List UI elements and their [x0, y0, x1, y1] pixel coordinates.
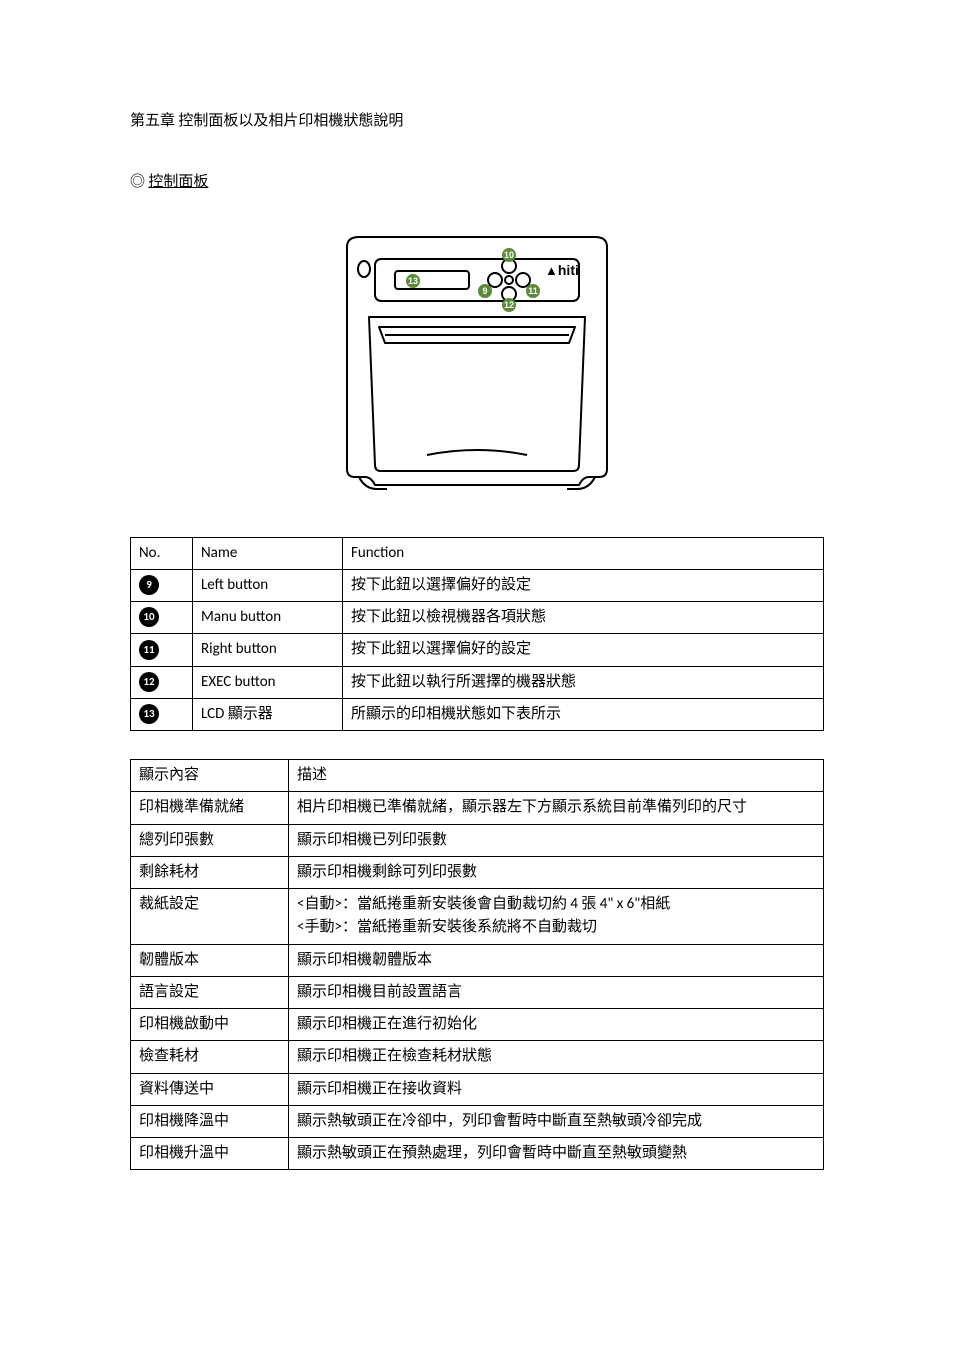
table-row: 13 LCD 顯示器所顯示的印相機狀態如下表所示: [131, 698, 824, 730]
table-row: 9 Left button按下此鈕以選擇偏好的設定: [131, 569, 824, 601]
table-row: 剩餘耗材顯示印相機剩餘可列印張數: [131, 856, 824, 888]
state-key-cell: 韌體版本: [131, 944, 289, 976]
table-row: 印相機準備就緒相片印相機已準備就緒，顯示器左下方顯示系統目前準備列印的尺寸: [131, 792, 824, 824]
controls-table: No.NameFunction9Left button按下此鈕以選擇偏好的設定1…: [130, 537, 824, 732]
control-function-cell: 按下此鈕以檢視機器各項狀態: [343, 602, 824, 634]
control-number-cell: 10: [131, 602, 193, 634]
states-table-body: 顯示內容描述印相機準備就緒相片印相機已準備就緒，顯示器左下方顯示系統目前準備列印…: [131, 760, 824, 1170]
table-row: 12 EXEC button按下此鈕以執行所選擇的機器狀態: [131, 666, 824, 698]
state-desc-cell: 相片印相機已準備就緒，顯示器左下方顯示系統目前準備列印的尺寸: [289, 792, 824, 824]
state-desc-cell: 顯示印相機正在檢查耗材狀態: [289, 1041, 824, 1073]
number-badge-icon: 9: [139, 575, 159, 595]
control-name-cell: Manu button: [193, 602, 343, 634]
control-function-cell: 按下此鈕以選擇偏好的設定: [343, 569, 824, 601]
state-desc-cell: 顯示印相機韌體版本: [289, 944, 824, 976]
table-row: 裁紙設定<自動>：當紙捲重新安裝後會自動裁切約 4 張 4" x 6"相紙<手動…: [131, 889, 824, 945]
table-header-cell: Function: [343, 537, 824, 569]
table-row: 印相機升溫中顯示熱敏頭正在預熱處理，列印會暫時中斷直至熱敏頭變熱: [131, 1138, 824, 1170]
number-badge-icon: 13: [139, 704, 159, 724]
table-row: 韌體版本顯示印相機韌體版本: [131, 944, 824, 976]
table-row: 印相機啟動中顯示印相機正在進行初始化: [131, 1009, 824, 1041]
table-row: 10 Manu button按下此鈕以檢視機器各項狀態: [131, 602, 824, 634]
control-name-cell: LCD 顯示器: [193, 698, 343, 730]
control-function-cell: 按下此鈕以執行所選擇的機器狀態: [343, 666, 824, 698]
state-key-cell: 印相機降溫中: [131, 1105, 289, 1137]
brand-text: ▲hiti: [545, 262, 579, 278]
state-key-cell: 剩餘耗材: [131, 856, 289, 888]
state-key-cell: 印相機升溫中: [131, 1138, 289, 1170]
table-header-row: 顯示內容描述: [131, 760, 824, 792]
state-key-cell: 裁紙設定: [131, 889, 289, 945]
table-row: 11 Right button按下此鈕以選擇偏好的設定: [131, 634, 824, 666]
control-function-cell: 按下此鈕以選擇偏好的設定: [343, 634, 824, 666]
state-desc-cell: 顯示熱敏頭正在冷卻中，列印會暫時中斷直至熱敏頭冷卻完成: [289, 1105, 824, 1137]
section-heading: ◎ 控制面板: [130, 171, 824, 194]
printer-svg: ▲hiti 10 9 11 12 13: [317, 217, 637, 497]
state-key-cell: 語言設定: [131, 976, 289, 1008]
number-badge-icon: 11: [139, 640, 159, 660]
table-header-cell: No.: [131, 537, 193, 569]
table-header-cell: Name: [193, 537, 343, 569]
document-page: 第五章 控制面板以及相片印相機狀態說明 ◎ 控制面板: [0, 0, 954, 1230]
number-badge-icon: 10: [139, 607, 159, 627]
table-row: 語言設定顯示印相機目前設置語言: [131, 976, 824, 1008]
table-row: 總列印張數顯示印相機已列印張數: [131, 824, 824, 856]
state-desc-cell: 顯示印相機剩餘可列印張數: [289, 856, 824, 888]
control-number-cell: 11: [131, 634, 193, 666]
state-key-cell: 總列印張數: [131, 824, 289, 856]
state-desc-cell: 顯示印相機目前設置語言: [289, 976, 824, 1008]
control-name-cell: Right button: [193, 634, 343, 666]
svg-text:13: 13: [408, 276, 418, 286]
control-name-cell: Left button: [193, 569, 343, 601]
table-row: 印相機降溫中顯示熱敏頭正在冷卻中，列印會暫時中斷直至熱敏頭冷卻完成: [131, 1105, 824, 1137]
state-desc-cell: 顯示印相機正在進行初始化: [289, 1009, 824, 1041]
table-row: 檢查耗材顯示印相機正在檢查耗材狀態: [131, 1041, 824, 1073]
state-desc-cell: 顯示印相機正在接收資料: [289, 1073, 824, 1105]
number-badge-icon: 12: [139, 672, 159, 692]
state-key-cell: 資料傳送中: [131, 1073, 289, 1105]
controls-table-body: No.NameFunction9Left button按下此鈕以選擇偏好的設定1…: [131, 537, 824, 731]
section-prefix-symbol: ◎: [130, 173, 148, 191]
state-key-cell: 印相機啟動中: [131, 1009, 289, 1041]
states-table: 顯示內容描述印相機準備就緒相片印相機已準備就緒，顯示器左下方顯示系統目前準備列印…: [130, 759, 824, 1170]
control-name-cell: EXEC button: [193, 666, 343, 698]
state-desc-cell: 顯示熱敏頭正在預熱處理，列印會暫時中斷直至熱敏頭變熱: [289, 1138, 824, 1170]
table-header-row: No.NameFunction: [131, 537, 824, 569]
state-desc-cell: 顯示印相機已列印張數: [289, 824, 824, 856]
table-header-cell: 顯示內容: [131, 760, 289, 792]
control-function-cell: 所顯示的印相機狀態如下表所示: [343, 698, 824, 730]
control-number-cell: 9: [131, 569, 193, 601]
state-key-cell: 檢查耗材: [131, 1041, 289, 1073]
section-title-text: 控制面板: [148, 173, 208, 191]
svg-text:11: 11: [528, 286, 538, 296]
state-key-cell: 印相機準備就緒: [131, 792, 289, 824]
control-number-cell: 12: [131, 666, 193, 698]
chapter-title: 第五章 控制面板以及相片印相機狀態說明: [130, 110, 824, 133]
svg-text:10: 10: [504, 250, 514, 260]
printer-diagram: ▲hiti 10 9 11 12 13: [130, 217, 824, 505]
svg-text:12: 12: [504, 300, 514, 310]
svg-text:9: 9: [482, 286, 487, 296]
table-header-cell: 描述: [289, 760, 824, 792]
state-desc-cell: <自動>：當紙捲重新安裝後會自動裁切約 4 張 4" x 6"相紙<手動>：當紙…: [289, 889, 824, 945]
table-row: 資料傳送中顯示印相機正在接收資料: [131, 1073, 824, 1105]
control-number-cell: 13: [131, 698, 193, 730]
